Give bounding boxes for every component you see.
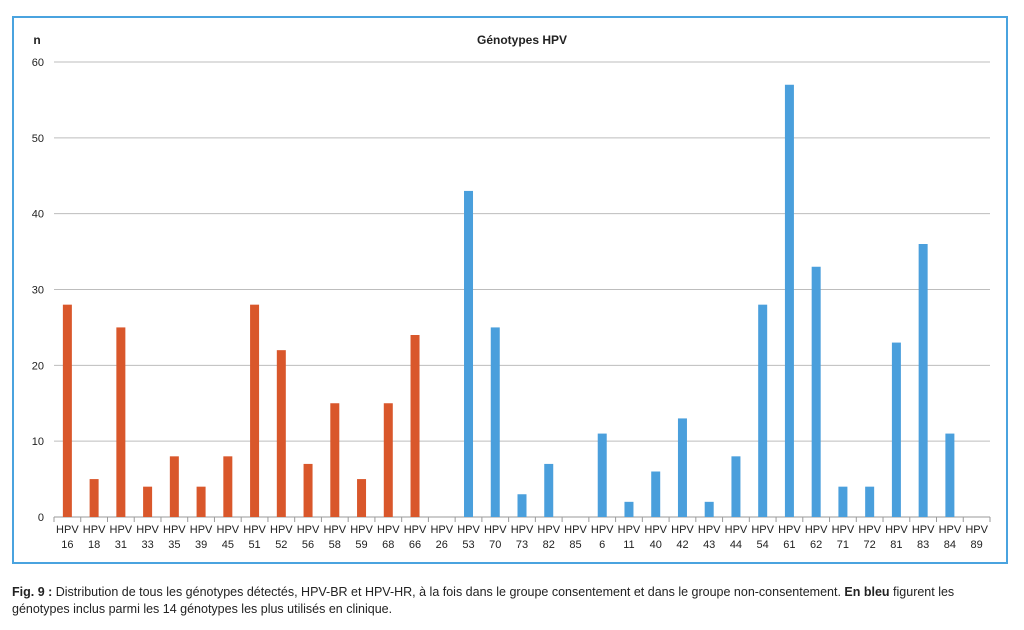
bar-HPV-39 <box>196 486 206 517</box>
x-tick-label-HPV-31: HPV 31 <box>110 524 133 551</box>
x-tick-label-HPV-72: HPV 72 <box>858 524 881 551</box>
x-tick-label-HPV-40: HPV 40 <box>644 524 667 551</box>
bar-HPV-73 <box>517 494 527 517</box>
bar-HPV-61 <box>784 84 794 517</box>
y-tick-label-30: 30 <box>32 285 44 297</box>
x-tick-label-HPV-58: HPV 58 <box>323 524 346 551</box>
y-tick-label-50: 50 <box>32 133 44 145</box>
bar-HPV-42 <box>677 418 687 517</box>
x-tick-label-HPV-84: HPV 84 <box>939 524 962 551</box>
bar-HPV-53 <box>464 190 474 517</box>
bar-HPV-51 <box>250 304 260 517</box>
bar-HPV-82 <box>544 463 554 517</box>
bar-HPV-35 <box>169 456 179 517</box>
bar-HPV-56 <box>303 463 313 517</box>
x-tick-label-HPV-61: HPV 61 <box>778 524 801 551</box>
x-tick-label-HPV-66: HPV 66 <box>404 524 427 551</box>
bar-HPV-71 <box>838 486 848 517</box>
caption-emphasis: En bleu <box>844 585 890 599</box>
y-axis-label: n <box>33 33 40 47</box>
bar-HPV-59 <box>357 479 367 517</box>
y-tick-label-0: 0 <box>38 512 44 524</box>
x-tick-label-HPV-82: HPV 82 <box>537 524 560 551</box>
bar-HPV-52 <box>276 350 286 517</box>
caption-text-part1: Distribution de tous les génotypes détec… <box>52 585 845 599</box>
x-tick-label-HPV-42: HPV 42 <box>671 524 694 551</box>
bar-HPV-33 <box>143 486 153 517</box>
chart-frame: Génotypes HPV n 0 10 20 30 40 50 60 HPV 16 HPV 18 HPV… <box>12 16 1008 564</box>
caption-text-part2: figurent les génotypes inclus parmi les … <box>12 585 955 616</box>
bar-HPV-68 <box>383 403 393 517</box>
x-tick-label-HPV-44: HPV 44 <box>725 524 748 551</box>
bar-HPV-44 <box>731 456 741 517</box>
bar-HPV-6 <box>597 433 607 517</box>
x-tick-label-HPV-81: HPV 81 <box>885 524 908 551</box>
bar-HPV-31 <box>116 327 126 517</box>
x-tick-label-HPV-62: HPV 62 <box>805 524 828 551</box>
x-tick-label-HPV-83: HPV 83 <box>912 524 935 551</box>
x-tick-label-HPV-45: HPV 45 <box>217 524 240 551</box>
x-tick-label-HPV-68: HPV 68 <box>377 524 400 551</box>
bar-HPV-16 <box>62 304 72 517</box>
bar-HPV-72 <box>865 486 875 517</box>
x-tick-label-HPV-56: HPV 56 <box>297 524 320 551</box>
x-tick-label-HPV-52: HPV 52 <box>270 524 293 551</box>
x-tick-label-HPV-71: HPV 71 <box>832 524 855 551</box>
bar-HPV-43 <box>704 501 714 517</box>
x-tick-label-HPV-18: HPV 18 <box>83 524 106 551</box>
bar-HPV-18 <box>89 479 99 517</box>
bar-HPV-70 <box>490 327 500 517</box>
bar-HPV-84 <box>945 433 955 517</box>
bar-HPV-45 <box>223 456 233 517</box>
bar-HPV-83 <box>918 244 928 517</box>
bar-HPV-62 <box>811 266 821 517</box>
x-tick-label-HPV-54: HPV 54 <box>751 524 774 551</box>
x-tick-label-HPV-43: HPV 43 <box>698 524 721 551</box>
y-tick-label-20: 20 <box>32 360 44 372</box>
x-tick-label-HPV-26: HPV 26 <box>430 524 453 551</box>
chart-title: Génotypes HPV <box>477 33 567 47</box>
x-tick-label-HPV-11: HPV 11 <box>618 524 641 551</box>
y-tick-label-10: 10 <box>32 436 44 448</box>
bar-HPV-66 <box>410 335 420 517</box>
x-tick-label-HPV-70: HPV 70 <box>484 524 507 551</box>
x-tick-label-HPV-35: HPV 35 <box>163 524 186 551</box>
x-tick-label-HPV-53: HPV 53 <box>457 524 480 551</box>
bar-HPV-58 <box>330 403 340 517</box>
caption-label: Fig. 9 : <box>12 585 53 599</box>
x-tick-label-HPV-89: HPV 89 <box>965 524 988 551</box>
x-tick-label-HPV-73: HPV 73 <box>511 524 534 551</box>
x-tick-label-HPV-59: HPV 59 <box>350 524 373 551</box>
x-tick-label-HPV-39: HPV 39 <box>190 524 213 551</box>
x-tick-label-HPV-51: HPV 51 <box>243 524 266 551</box>
y-tick-label-40: 40 <box>32 209 44 221</box>
x-tick-label-HPV-16: HPV 16 <box>56 524 79 551</box>
x-tick-label-HPV-6: HPV 6 <box>591 524 614 551</box>
x-tick-label-HPV-33: HPV 33 <box>136 524 159 551</box>
bar-HPV-11 <box>624 501 634 517</box>
y-tick-label-60: 60 <box>32 57 44 69</box>
bar-HPV-81 <box>891 342 901 517</box>
figure-caption: Fig. 9 : Distribution de tous les génoty… <box>12 584 1012 618</box>
bar-HPV-54 <box>758 304 768 517</box>
x-tick-label-HPV-85: HPV 85 <box>564 524 587 551</box>
bar-HPV-40 <box>651 471 661 517</box>
